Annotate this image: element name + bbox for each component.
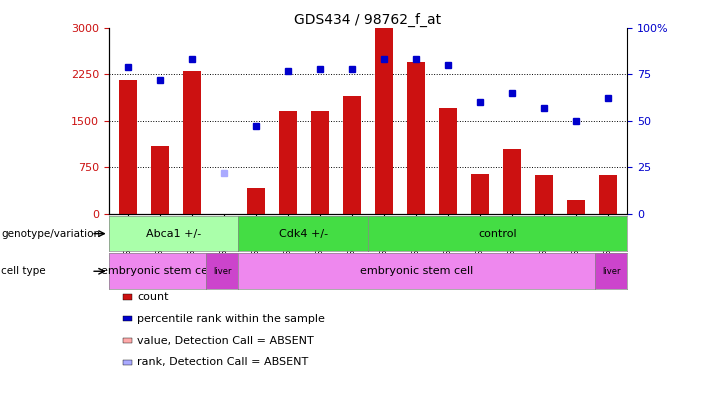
Bar bbox=[343, 96, 361, 214]
Text: cell type: cell type bbox=[1, 266, 46, 276]
Text: embryonic stem cell: embryonic stem cell bbox=[360, 266, 473, 276]
Bar bbox=[440, 109, 457, 214]
Text: rank, Detection Call = ABSENT: rank, Detection Call = ABSENT bbox=[137, 357, 308, 367]
Title: GDS434 / 98762_f_at: GDS434 / 98762_f_at bbox=[294, 13, 442, 27]
Text: percentile rank within the sample: percentile rank within the sample bbox=[137, 314, 325, 324]
Text: genotype/variation: genotype/variation bbox=[1, 228, 100, 239]
Bar bbox=[375, 28, 393, 214]
Text: control: control bbox=[478, 228, 517, 239]
Bar bbox=[311, 111, 329, 214]
Text: Abca1 +/-: Abca1 +/- bbox=[146, 228, 201, 239]
Bar bbox=[599, 175, 617, 214]
Text: value, Detection Call = ABSENT: value, Detection Call = ABSENT bbox=[137, 335, 314, 346]
Text: embryonic stem cell: embryonic stem cell bbox=[101, 266, 214, 276]
Bar bbox=[183, 71, 200, 214]
Text: Cdk4 +/-: Cdk4 +/- bbox=[278, 228, 328, 239]
Bar bbox=[247, 188, 265, 214]
Text: liver: liver bbox=[602, 267, 620, 276]
Bar bbox=[279, 111, 297, 214]
Text: count: count bbox=[137, 292, 169, 302]
Bar bbox=[503, 148, 521, 214]
Bar bbox=[567, 200, 585, 214]
Bar bbox=[151, 146, 169, 214]
Bar bbox=[119, 80, 137, 214]
Text: liver: liver bbox=[213, 267, 231, 276]
Bar bbox=[536, 175, 553, 214]
Bar bbox=[407, 62, 425, 214]
Bar bbox=[471, 173, 489, 214]
